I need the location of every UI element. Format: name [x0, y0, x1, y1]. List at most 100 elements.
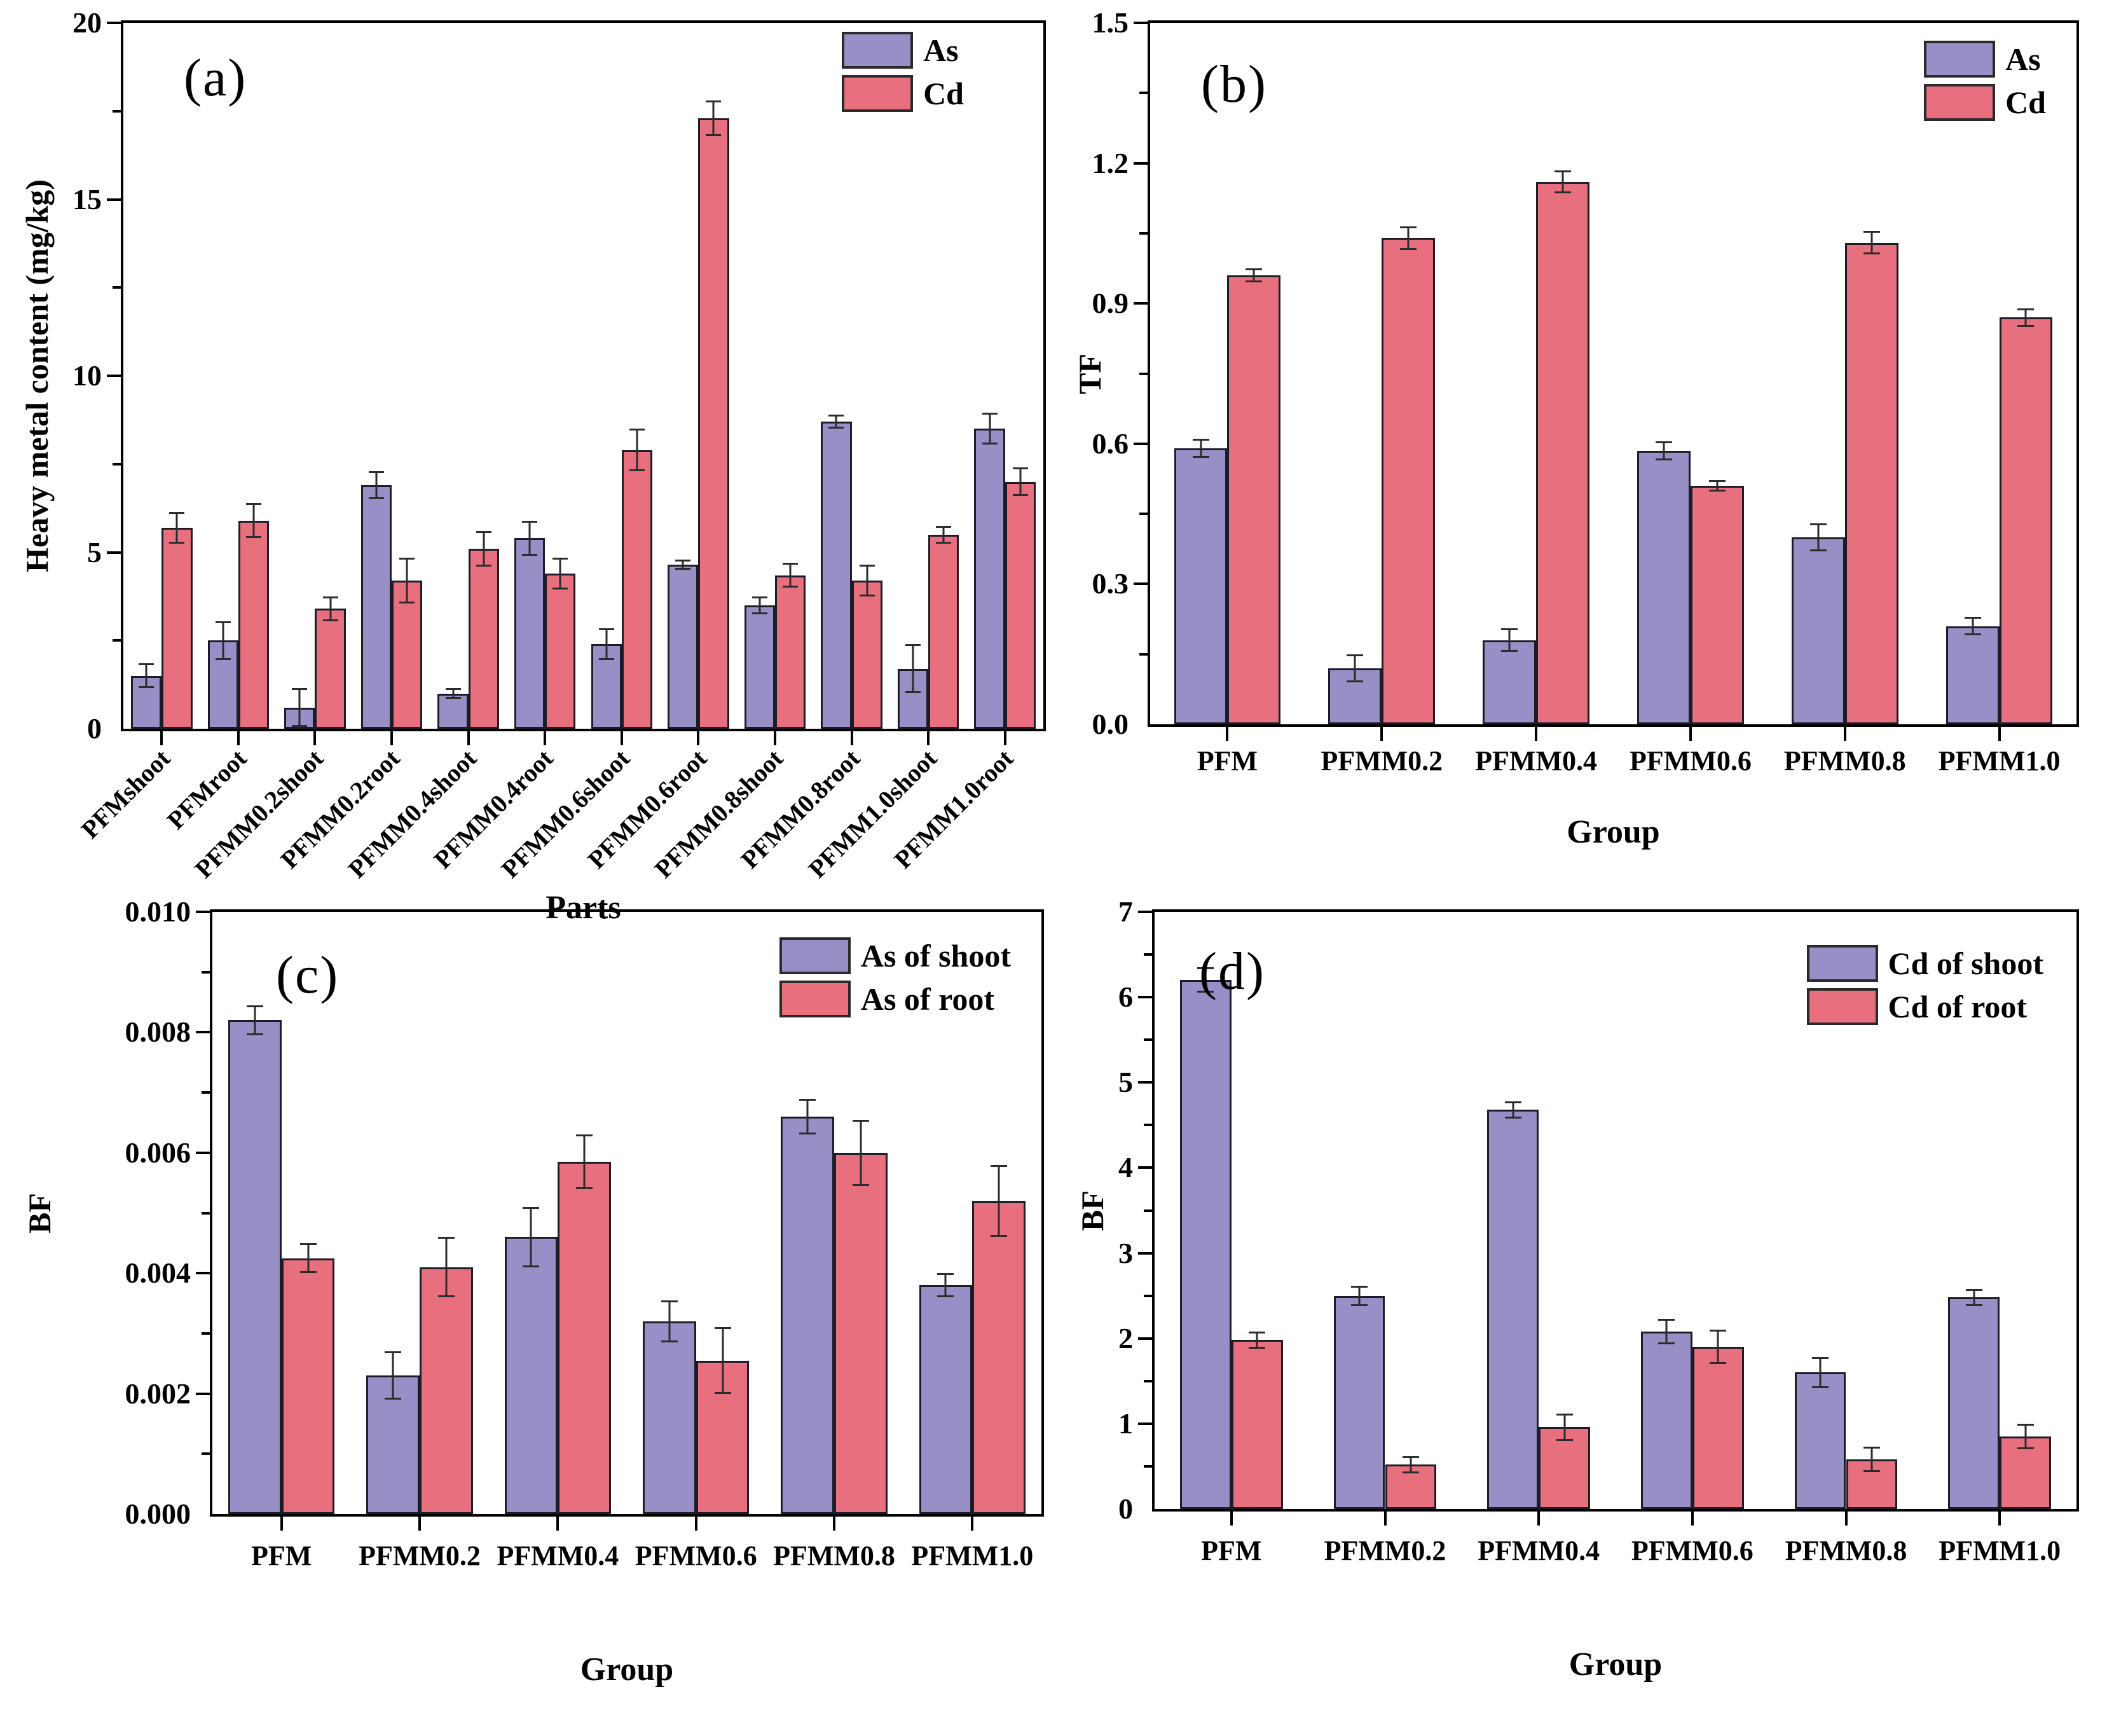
x-tick-label: PFMM1.0 — [1939, 1535, 2061, 1566]
error-bar — [1347, 654, 1364, 682]
error-bar-cap-bottom — [1965, 1304, 1982, 1306]
error-bar-cap-top — [1964, 616, 1981, 619]
legend-label: Cd of root — [1888, 989, 2028, 1024]
error-bar-cap-bottom — [991, 1235, 1008, 1237]
error-bar-stem — [1663, 441, 1665, 460]
error-bar-stem — [175, 511, 178, 544]
error-bar-stem — [942, 525, 945, 544]
x-tick-label: PFMM0.6 — [1631, 1535, 1754, 1566]
error-bar — [445, 688, 461, 699]
error-bar-stem — [392, 1351, 394, 1400]
error-bar — [1556, 1413, 1573, 1441]
error-bar-stem — [1819, 1357, 1822, 1388]
x-tick — [1537, 1512, 1541, 1526]
legend-item: Cd — [842, 75, 964, 112]
panel-d-plot-area: (d) BF Group 0 1 2 3 4 5 6 7 PFM PFMM0.2 PFMM0.4 PF… — [1074, 897, 2079, 1683]
error-bar-cap-top — [385, 1351, 402, 1354]
error-bar-stem — [254, 1005, 256, 1036]
error-bar-stem — [712, 100, 715, 136]
legend-swatch — [1924, 41, 1996, 78]
error-bar-cap-top — [139, 663, 154, 666]
error-bar-stem — [559, 557, 561, 589]
error-bar — [1809, 523, 1827, 551]
error-bar-stem — [222, 621, 224, 660]
bar — [1946, 626, 2000, 724]
error-bar — [675, 559, 691, 570]
error-bar-stem — [989, 413, 991, 445]
bar — [281, 1258, 335, 1514]
y-tick-minor — [202, 1091, 210, 1094]
error-bar-cap-bottom — [322, 619, 338, 621]
bar — [161, 527, 193, 729]
error-bar — [1012, 467, 1028, 496]
error-bar — [598, 628, 614, 660]
y-tick-label: 0.002 — [125, 1377, 191, 1410]
error-bar-cap-bottom — [385, 1398, 402, 1400]
error-bar — [661, 1300, 678, 1343]
y-tick-label: 0.004 — [125, 1257, 191, 1290]
error-bar-cap-top — [1347, 654, 1364, 656]
error-bar-cap-bottom — [552, 587, 568, 589]
error-bar-stem — [912, 644, 914, 694]
error-bar-cap-bottom — [445, 696, 461, 699]
error-bar-stem — [1716, 480, 1719, 492]
error-bar-cap-top — [1400, 226, 1417, 228]
x-tick — [1535, 727, 1538, 741]
panel-a-x-axis-title: Parts — [546, 890, 621, 926]
error-bar-stem — [2024, 308, 2027, 327]
error-bar-cap-bottom — [245, 536, 261, 539]
y-tick-major — [107, 198, 121, 201]
error-bar-cap-bottom — [399, 601, 415, 603]
y-tick-minor — [1139, 372, 1148, 375]
error-bar-stem — [1870, 1447, 1873, 1473]
y-tick-minor — [1144, 953, 1152, 956]
x-tick — [280, 1517, 283, 1531]
legend-item: Cd — [1924, 84, 2046, 121]
error-bar — [1964, 616, 1981, 636]
error-bar-stem — [1019, 467, 1022, 496]
y-tick-label: 0.3 — [1092, 567, 1129, 600]
error-bar — [1246, 268, 1263, 283]
error-bar — [1197, 967, 1214, 993]
error-bar-cap-top — [1012, 467, 1028, 470]
bar — [1174, 448, 1228, 724]
legend-swatch — [1806, 945, 1878, 982]
bar — [1692, 1347, 1744, 1509]
bar — [1948, 1297, 2000, 1509]
error-bar-cap-top — [1812, 1357, 1829, 1360]
error-bar-stem — [1407, 226, 1410, 250]
y-tick-major — [107, 375, 121, 377]
error-bar-cap-top — [991, 1164, 1008, 1167]
y-tick-label: 5 — [87, 535, 102, 568]
error-bar — [991, 1164, 1008, 1237]
error-bar-stem — [1354, 654, 1356, 682]
y-tick-minor — [113, 462, 121, 465]
error-bar-cap-bottom — [437, 1295, 455, 1298]
error-bar — [385, 1351, 402, 1400]
error-bar — [799, 1098, 816, 1135]
error-bar-cap-top — [445, 688, 461, 691]
error-bar-cap-bottom — [523, 1265, 540, 1267]
error-bar-cap-bottom — [783, 585, 799, 588]
y-tick-label: 20 — [72, 6, 102, 39]
x-tick-label: PFMM0.8 — [773, 1540, 895, 1571]
error-bar-cap-top — [752, 596, 767, 598]
legend-swatch — [779, 937, 851, 974]
y-tick-major — [1138, 1337, 1152, 1340]
x-tick — [1380, 727, 1383, 741]
error-bar-cap-bottom — [1710, 1361, 1727, 1364]
x-tick — [927, 731, 930, 745]
bar — [1690, 485, 1744, 724]
error-bar-cap-bottom — [2017, 324, 2035, 327]
error-bar-cap-top — [799, 1098, 816, 1101]
error-bar-cap-top — [1351, 1285, 1368, 1288]
error-bar-cap-bottom — [1012, 493, 1028, 496]
bar — [919, 1285, 973, 1514]
bar — [1536, 182, 1589, 724]
x-tick — [773, 731, 776, 745]
bar — [974, 429, 1005, 729]
error-bar-stem — [668, 1300, 671, 1343]
error-bar-stem — [758, 596, 761, 614]
error-bar-cap-top — [169, 511, 185, 514]
error-bar-cap-top — [576, 1134, 593, 1137]
